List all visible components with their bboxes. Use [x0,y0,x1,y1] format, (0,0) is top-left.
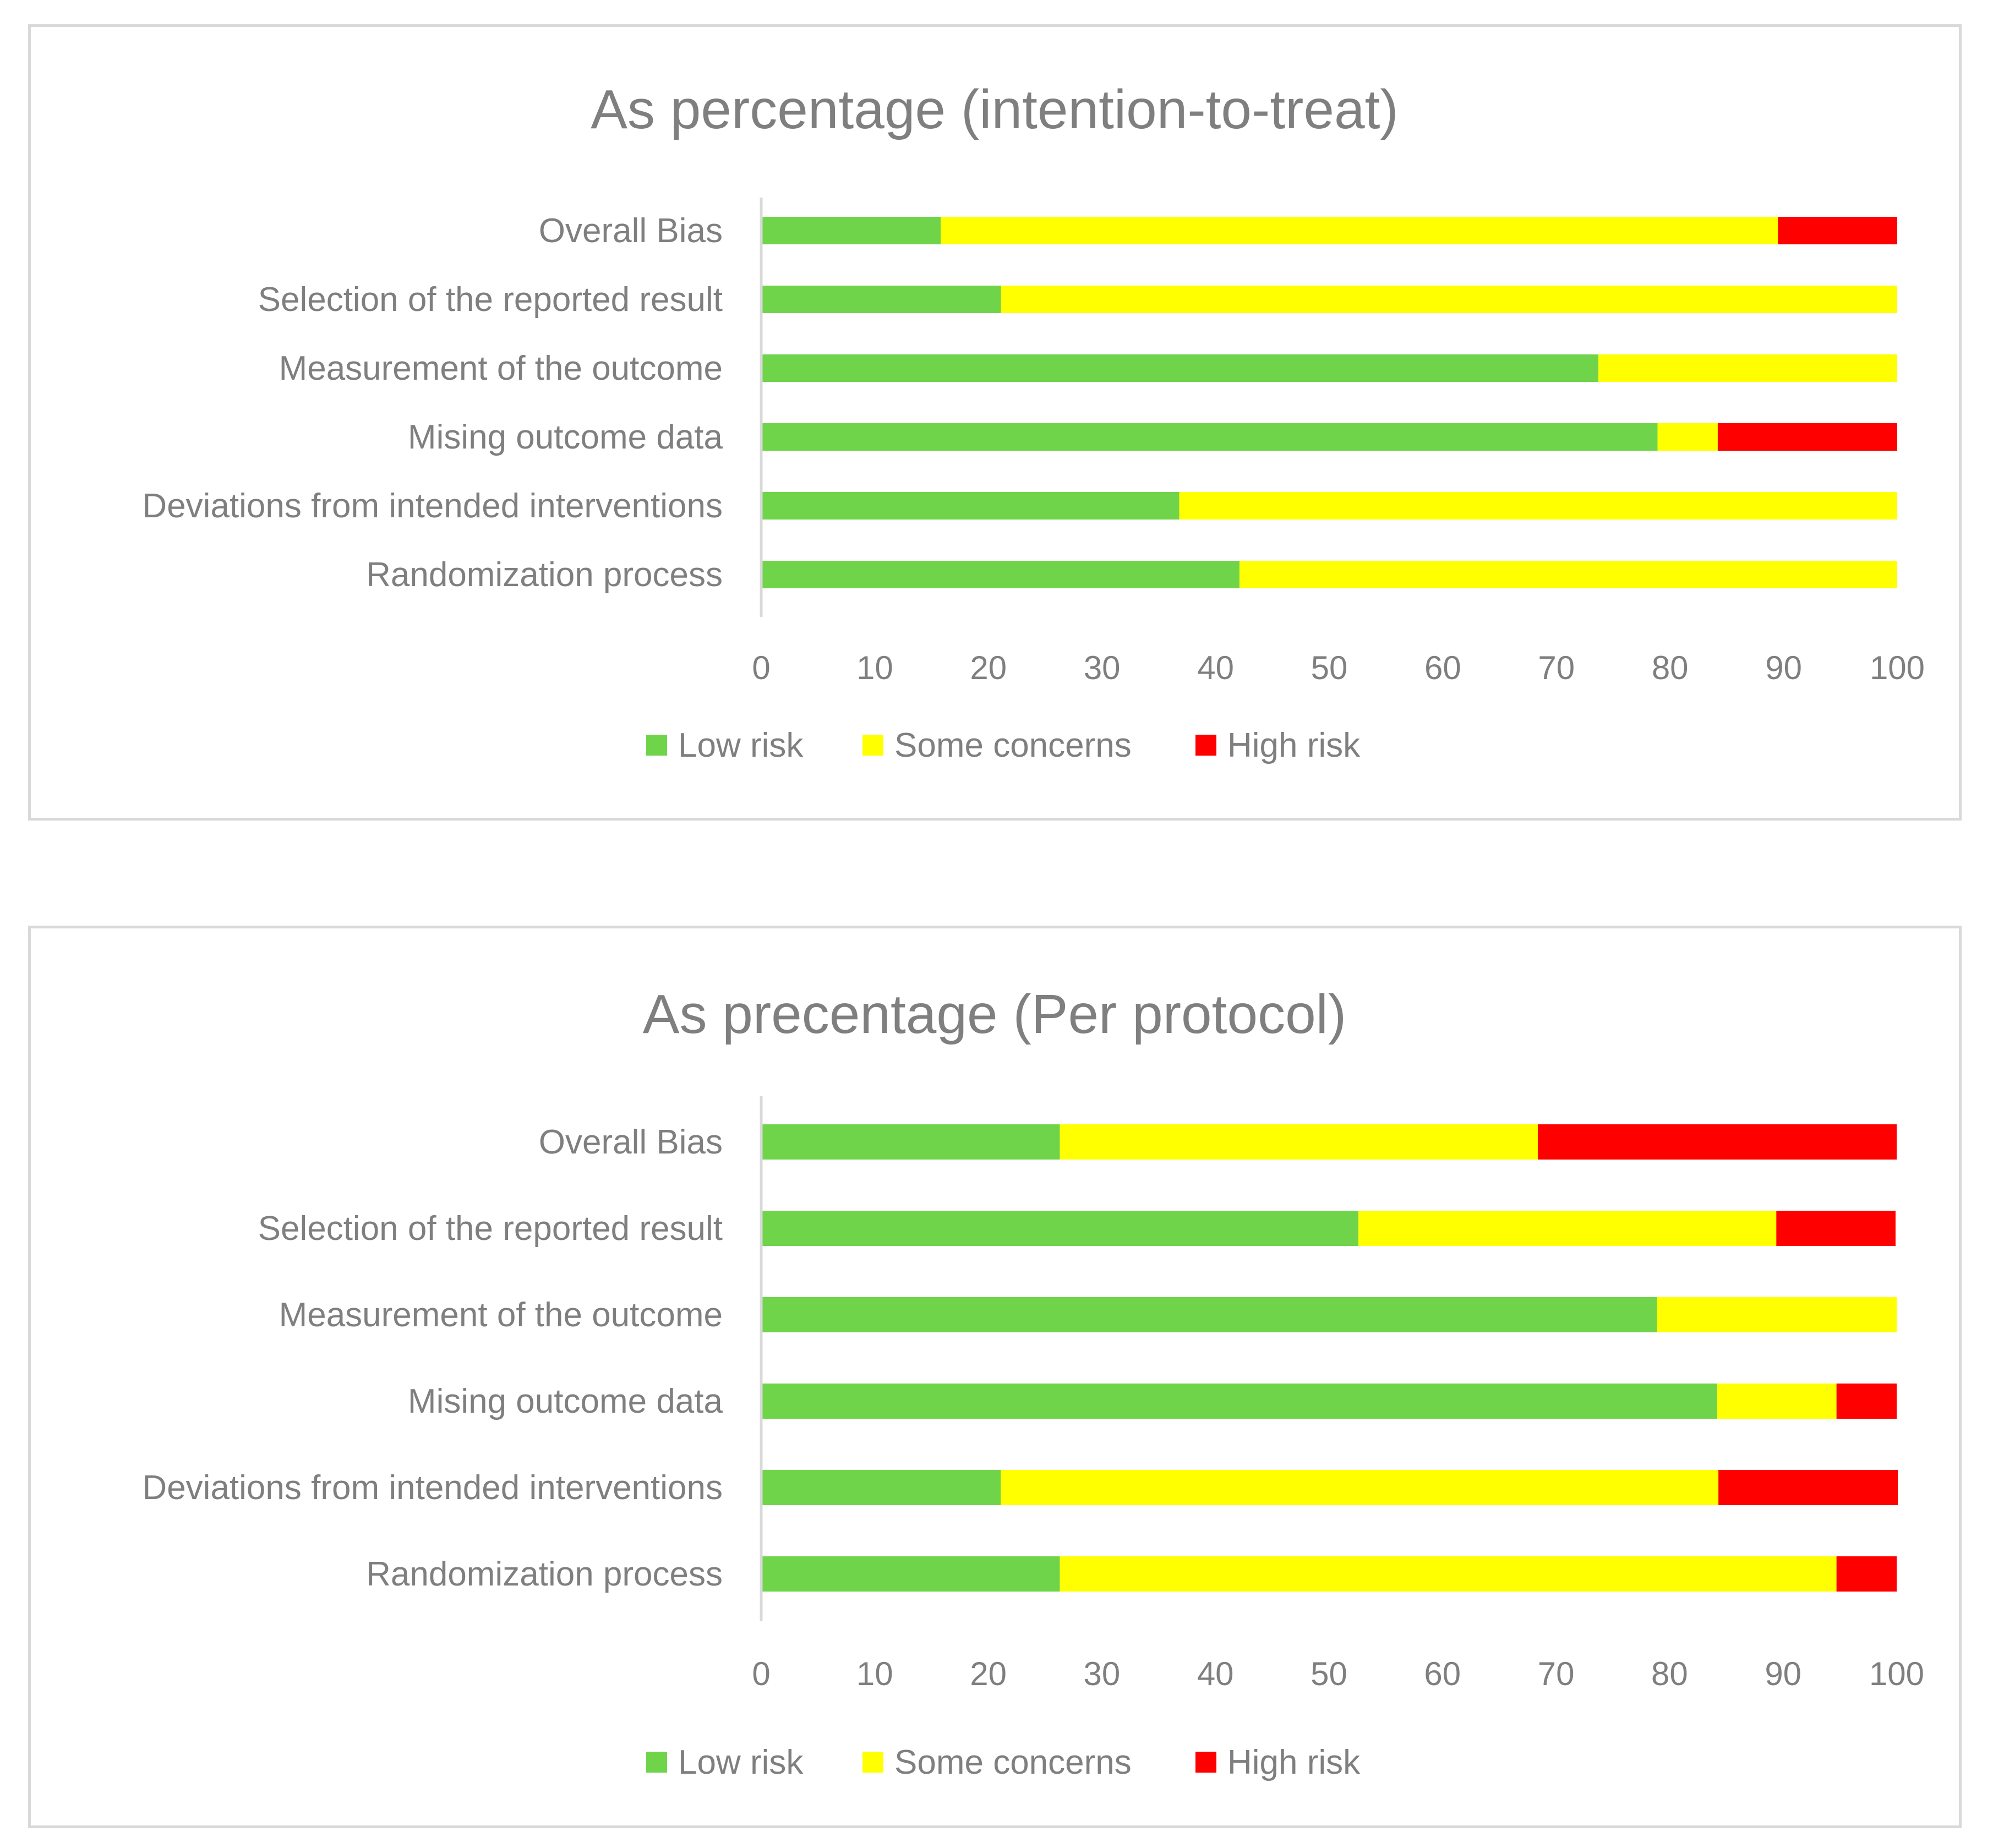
category-label: Randomization process [366,556,723,594]
category-label: Measurement of the outcome [279,1296,723,1334]
bar-some-concerns [1060,1556,1837,1592]
x-tick-label: 80 [1651,1655,1688,1692]
category-label: Mising outcome data [408,1382,723,1420]
x-tick-label: 100 [1870,649,1925,686]
bar-low-risk [761,1470,1001,1505]
category-label: Deviations from intended interventions [142,1469,723,1507]
bar-some-concerns [941,217,1778,244]
bar-some-concerns [1001,286,1897,313]
legend-label-some-concerns: Some concerns [894,726,1132,764]
bar-low-risk [761,492,1180,520]
x-tick-label: 70 [1538,649,1575,686]
x-tick-label: 60 [1424,649,1461,686]
category-label: Overall Bias [539,1123,723,1161]
legend-swatch-some-concerns [862,1752,883,1773]
category-label: Measurement of the outcome [279,349,723,387]
legend-label-high-risk: High risk [1227,726,1361,764]
bar-high-risk [1718,1470,1898,1505]
category-label: Mising outcome data [408,418,723,456]
category-label: Selection of the reported result [258,1210,723,1248]
bar-low-risk [761,1556,1060,1592]
x-tick-label: 70 [1538,1655,1575,1692]
x-tick-label: 30 [1084,1655,1121,1692]
bar-high-risk [1836,1384,1897,1419]
legend-label-low-risk: Low risk [678,726,804,764]
bar-low-risk [761,1211,1359,1246]
bar-some-concerns [1598,354,1897,382]
chart-svg-per-protocol: As precentage (Per protocol) Overall Bias… [142,983,1924,1781]
x-tick-label: 90 [1765,1655,1801,1692]
x-tick-label: 40 [1197,649,1234,686]
x-tick-label: 30 [1084,649,1121,686]
bar-high-risk [1778,217,1897,244]
x-tick-label: 10 [856,649,893,686]
bar-low-risk [761,1384,1718,1419]
bar-low-risk [761,561,1240,588]
x-tick-label: 50 [1311,1655,1347,1692]
x-tick-label: 10 [856,1655,893,1692]
x-tick-label: 100 [1869,1655,1924,1692]
legend-swatch-low-risk [646,1752,667,1773]
category-label: Overall Bias [539,212,723,250]
bar-low-risk [761,423,1658,451]
bar-some-concerns [1717,1384,1837,1419]
x-tick-label: 90 [1765,649,1802,686]
chart-svg-intention-to-treat: As percentage (intention-to-treat) Overal… [142,79,1925,764]
legend-swatch-some-concerns [862,735,883,756]
bar-low-risk [761,1124,1060,1160]
bar-some-concerns [1239,561,1897,588]
bar-some-concerns [1657,1297,1897,1332]
bar-high-risk [1717,423,1897,451]
category-label: Deviations from intended interventions [142,487,723,525]
bar-high-risk [1538,1124,1897,1160]
x-tick-label: 80 [1652,649,1689,686]
bar-high-risk [1776,1211,1896,1246]
legend-label-high-risk: High risk [1227,1743,1361,1781]
bar-some-concerns [1001,1470,1719,1505]
category-label: Selection of the reported result [258,281,723,319]
legend-label-low-risk: Low risk [678,1743,804,1781]
bar-low-risk [761,1297,1657,1332]
bar-low-risk [761,286,1001,313]
x-tick-label: 60 [1424,1655,1461,1692]
legend-swatch-high-risk [1195,735,1216,756]
bar-some-concerns [1179,492,1897,520]
bar-some-concerns [1358,1211,1777,1246]
bar-some-concerns [1657,423,1718,451]
x-tick-label: 40 [1197,1655,1234,1692]
legend-swatch-low-risk [646,735,667,756]
legend-swatch-high-risk [1195,1752,1216,1773]
category-label: Randomization process [366,1555,723,1593]
bar-low-risk [761,354,1599,382]
x-tick-label: 20 [970,649,1007,686]
chart-title: As percentage (intention-to-treat) [591,79,1398,140]
x-tick-label: 0 [752,649,770,686]
bar-high-risk [1836,1556,1897,1592]
legend-label-some-concerns: Some concerns [894,1743,1132,1781]
bar-some-concerns [1060,1124,1538,1160]
x-tick-label: 0 [752,1655,770,1692]
x-tick-label: 20 [970,1655,1007,1692]
x-tick-label: 50 [1311,649,1348,686]
chart-title: As precentage (Per protocol) [643,983,1346,1045]
chart-panel-intention-to-treat: As percentage (intention-to-treat) Overal… [28,24,1962,821]
chart-panel-per-protocol: As precentage (Per protocol) Overall Bias… [28,926,1962,1828]
bar-low-risk [761,217,941,244]
